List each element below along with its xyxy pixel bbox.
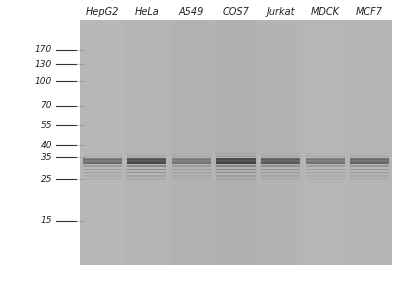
FancyBboxPatch shape <box>261 166 300 167</box>
FancyBboxPatch shape <box>215 20 257 265</box>
Text: HepG2: HepG2 <box>86 7 119 17</box>
FancyBboxPatch shape <box>127 175 166 176</box>
FancyBboxPatch shape <box>127 165 166 166</box>
FancyBboxPatch shape <box>261 162 300 163</box>
FancyBboxPatch shape <box>350 165 389 166</box>
FancyBboxPatch shape <box>306 172 345 173</box>
Text: 70: 70 <box>40 101 52 110</box>
FancyBboxPatch shape <box>83 159 122 160</box>
FancyBboxPatch shape <box>350 162 389 163</box>
FancyBboxPatch shape <box>350 178 389 179</box>
FancyBboxPatch shape <box>261 156 300 157</box>
Text: COS7: COS7 <box>222 7 250 17</box>
FancyBboxPatch shape <box>83 169 122 170</box>
FancyBboxPatch shape <box>261 155 300 156</box>
FancyBboxPatch shape <box>216 175 256 176</box>
FancyBboxPatch shape <box>306 166 345 167</box>
FancyBboxPatch shape <box>216 159 256 160</box>
FancyBboxPatch shape <box>350 169 389 170</box>
FancyBboxPatch shape <box>83 165 122 166</box>
FancyBboxPatch shape <box>350 158 389 164</box>
FancyBboxPatch shape <box>216 165 256 166</box>
Text: 15: 15 <box>40 216 52 226</box>
FancyBboxPatch shape <box>306 162 345 163</box>
FancyBboxPatch shape <box>83 172 122 173</box>
FancyBboxPatch shape <box>127 179 166 180</box>
FancyBboxPatch shape <box>83 158 122 164</box>
FancyBboxPatch shape <box>350 166 389 167</box>
FancyBboxPatch shape <box>350 172 389 173</box>
Text: 35: 35 <box>40 153 52 162</box>
FancyBboxPatch shape <box>216 166 256 167</box>
FancyBboxPatch shape <box>172 159 211 160</box>
Text: A549: A549 <box>179 7 204 17</box>
FancyBboxPatch shape <box>127 166 166 167</box>
FancyBboxPatch shape <box>306 165 345 166</box>
FancyBboxPatch shape <box>81 20 124 265</box>
FancyBboxPatch shape <box>350 175 389 176</box>
Text: 25: 25 <box>40 175 52 184</box>
FancyBboxPatch shape <box>83 162 122 163</box>
Text: 40: 40 <box>40 141 52 149</box>
FancyBboxPatch shape <box>127 156 166 157</box>
FancyBboxPatch shape <box>259 20 302 265</box>
FancyBboxPatch shape <box>306 156 345 157</box>
FancyBboxPatch shape <box>216 156 256 157</box>
FancyBboxPatch shape <box>350 159 389 160</box>
Text: MCF7: MCF7 <box>356 7 383 17</box>
FancyBboxPatch shape <box>172 162 211 163</box>
FancyBboxPatch shape <box>306 158 345 164</box>
FancyBboxPatch shape <box>83 166 122 167</box>
FancyBboxPatch shape <box>172 158 211 164</box>
FancyBboxPatch shape <box>261 159 300 160</box>
Text: Jurkat: Jurkat <box>266 7 295 17</box>
Text: HeLa: HeLa <box>134 7 159 17</box>
FancyBboxPatch shape <box>261 165 300 166</box>
FancyBboxPatch shape <box>306 159 345 160</box>
FancyBboxPatch shape <box>216 179 256 180</box>
FancyBboxPatch shape <box>172 165 211 166</box>
Text: 55: 55 <box>40 121 52 130</box>
FancyBboxPatch shape <box>261 178 300 179</box>
FancyBboxPatch shape <box>127 159 166 160</box>
Text: MDCK: MDCK <box>311 7 340 17</box>
FancyBboxPatch shape <box>172 169 211 170</box>
FancyBboxPatch shape <box>80 20 392 265</box>
FancyBboxPatch shape <box>127 178 166 179</box>
FancyBboxPatch shape <box>127 158 166 164</box>
FancyBboxPatch shape <box>172 156 211 157</box>
Text: 170: 170 <box>35 45 52 54</box>
FancyBboxPatch shape <box>261 172 300 173</box>
FancyBboxPatch shape <box>216 155 256 156</box>
FancyBboxPatch shape <box>350 155 389 156</box>
FancyBboxPatch shape <box>261 175 300 176</box>
FancyBboxPatch shape <box>170 20 213 265</box>
FancyBboxPatch shape <box>127 169 166 170</box>
FancyBboxPatch shape <box>127 162 166 163</box>
FancyBboxPatch shape <box>350 156 389 157</box>
FancyBboxPatch shape <box>172 172 211 173</box>
FancyBboxPatch shape <box>172 166 211 167</box>
Text: 100: 100 <box>35 77 52 86</box>
FancyBboxPatch shape <box>216 158 256 164</box>
FancyBboxPatch shape <box>261 158 300 164</box>
FancyBboxPatch shape <box>216 169 256 170</box>
FancyBboxPatch shape <box>126 20 168 265</box>
FancyBboxPatch shape <box>216 162 256 163</box>
FancyBboxPatch shape <box>127 172 166 173</box>
FancyBboxPatch shape <box>348 20 391 265</box>
FancyBboxPatch shape <box>216 178 256 179</box>
Text: 130: 130 <box>35 60 52 69</box>
FancyBboxPatch shape <box>216 172 256 173</box>
FancyBboxPatch shape <box>83 175 122 176</box>
FancyBboxPatch shape <box>261 169 300 170</box>
FancyBboxPatch shape <box>304 20 346 265</box>
FancyBboxPatch shape <box>306 169 345 170</box>
FancyBboxPatch shape <box>306 175 345 176</box>
FancyBboxPatch shape <box>127 155 166 156</box>
FancyBboxPatch shape <box>172 175 211 176</box>
FancyBboxPatch shape <box>83 156 122 157</box>
